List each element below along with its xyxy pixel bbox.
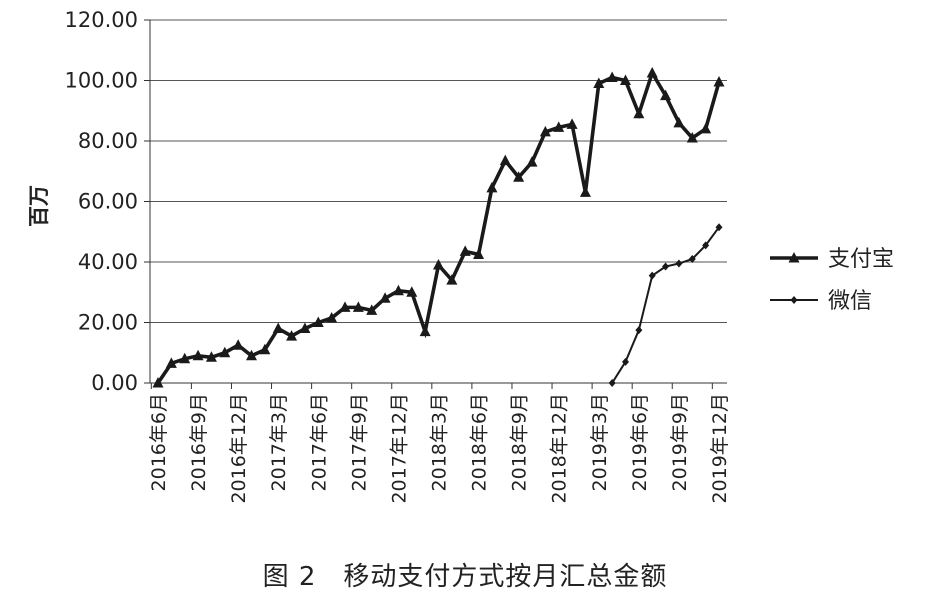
- series-lines: [153, 67, 725, 388]
- figure-caption: 图 2 移动支付方式按月汇总金额: [0, 556, 930, 593]
- data-point: [700, 123, 711, 133]
- x-tick-label: 2019年3月: [589, 393, 611, 491]
- y-tick-label: 80.00: [78, 129, 138, 153]
- legend-label: 支付宝: [828, 247, 894, 272]
- x-tick-label: 2019年6月: [629, 393, 651, 491]
- x-tick-label: 2018年12月: [549, 393, 571, 504]
- y-axis-label: 百万: [27, 185, 51, 227]
- data-point: [420, 326, 431, 337]
- x-tick-label: 2017年6月: [308, 393, 330, 491]
- data-point: [633, 108, 644, 119]
- x-tick-label: 2016年12月: [228, 393, 250, 504]
- legend-label: 微信: [828, 289, 872, 314]
- y-tick-label: 0.00: [91, 371, 138, 395]
- x-tick-label: 2016年9月: [188, 393, 210, 491]
- y-tick-label: 40.00: [78, 250, 138, 274]
- x-tick-label: 2017年9月: [348, 393, 370, 491]
- data-point: [433, 259, 444, 270]
- series-line-wechat: [612, 227, 719, 383]
- line-chart: 0.00 20.00 40.00 60.00 80.00 100.00 120.00 201…: [0, 0, 930, 560]
- data-point: [273, 323, 284, 334]
- y-axis-ticks: 0.00 20.00 40.00 60.00 80.00 100.00 120.00: [65, 8, 150, 395]
- x-tick-label: 2017年3月: [268, 393, 290, 491]
- series-line-alipay: [158, 73, 719, 383]
- data-point: [675, 260, 682, 268]
- x-tick-label: 2017年12月: [388, 393, 410, 504]
- data-point: [500, 155, 511, 166]
- data-point: [233, 339, 244, 350]
- y-tick-label: 20.00: [78, 311, 138, 335]
- y-tick-label: 60.00: [78, 190, 138, 214]
- x-tick-label: 2019年12月: [709, 393, 731, 504]
- y-tick-label: 100.00: [65, 69, 138, 93]
- x-tick-label: 2019年9月: [669, 393, 691, 491]
- y-tick-label: 120.00: [65, 8, 138, 32]
- data-point: [635, 326, 642, 334]
- x-tick-label: 2018年3月: [429, 393, 451, 491]
- data-point: [647, 67, 658, 78]
- data-point: [714, 76, 725, 87]
- x-tick-label: 2018年6月: [469, 393, 491, 491]
- data-point: [580, 186, 591, 197]
- x-tick-label: 2016年6月: [148, 393, 170, 491]
- legend-marker: [791, 296, 798, 304]
- x-tick-label: 2018年9月: [509, 393, 531, 491]
